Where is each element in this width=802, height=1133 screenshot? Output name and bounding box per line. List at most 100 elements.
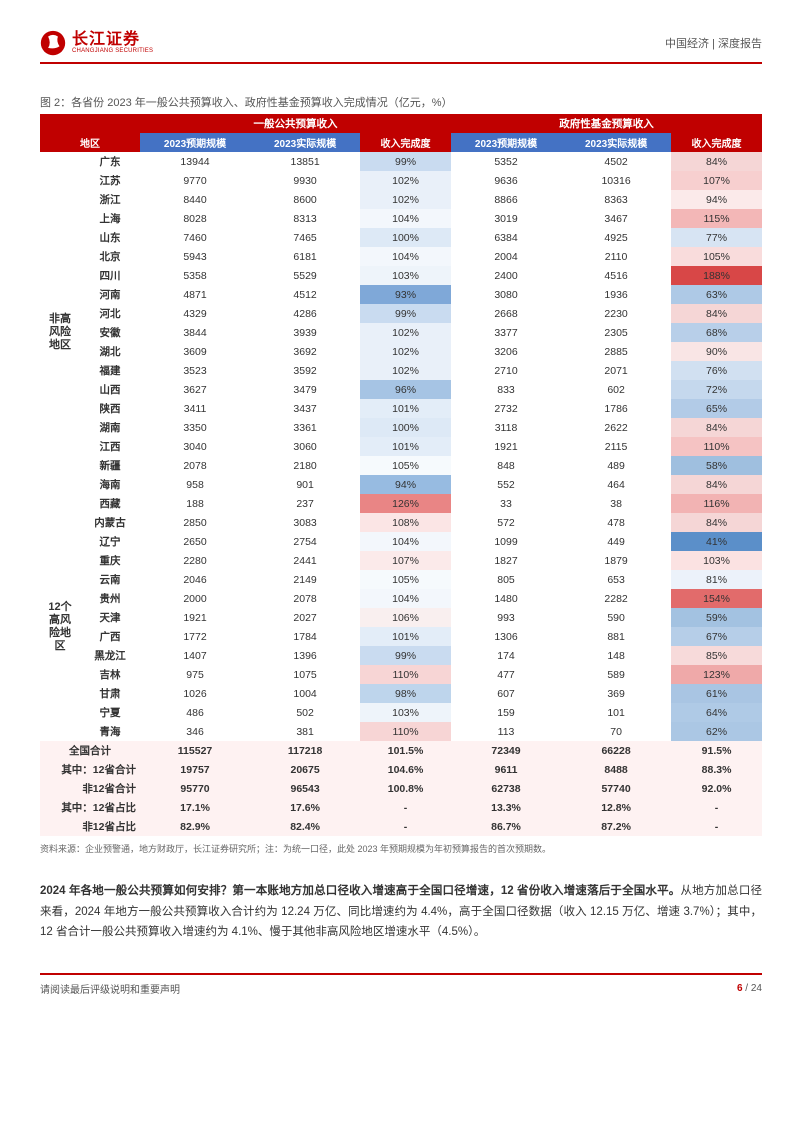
cell: 607 — [451, 684, 561, 703]
table-row: 四川53585529103%24004516188% — [40, 266, 762, 285]
table-row: 北京59436181104%20042110105% — [40, 247, 762, 266]
cell: 上海 — [80, 209, 140, 228]
cell: 33 — [451, 494, 561, 513]
cell: 123% — [671, 665, 762, 684]
cell: 云南 — [80, 570, 140, 589]
summary-cell: 104.6% — [360, 760, 451, 779]
cell: 3361 — [250, 418, 360, 437]
cell: 103% — [671, 551, 762, 570]
summary-cell: 86.7% — [451, 817, 561, 836]
summary-cell: 88.3% — [671, 760, 762, 779]
cell: 河北 — [80, 304, 140, 323]
cell: 103% — [360, 703, 451, 722]
cell: 100% — [360, 228, 451, 247]
cell: 1936 — [561, 285, 671, 304]
cell: 3080 — [451, 285, 561, 304]
summary-row: 非12省合计9577096543100.8%627385774092.0% — [40, 779, 762, 798]
table-row: 陕西34113437101%2732178665% — [40, 399, 762, 418]
cell: 81% — [671, 570, 762, 589]
body-bold: 2024 年各地一般公共预算如何安排？第一本账地方加总口径收入增速高于全国口径增… — [40, 885, 680, 897]
cell: 881 — [561, 627, 671, 646]
table-row: 黑龙江1407139699%17414885% — [40, 646, 762, 665]
cell: 58% — [671, 456, 762, 475]
figure-caption: 图 2：各省份 2023 年一般公共预算收入、政府性基金预算收入完成情况（亿元，… — [40, 94, 762, 110]
cell: 477 — [451, 665, 561, 684]
cell: 107% — [360, 551, 451, 570]
cell: 104% — [360, 532, 451, 551]
summary-cell: 96543 — [250, 779, 360, 798]
brand-icon — [40, 30, 66, 56]
cell: 572 — [451, 513, 561, 532]
table-row: 贵州20002078104%14802282154% — [40, 589, 762, 608]
cell: 77% — [671, 228, 762, 247]
summary-cell: - — [671, 817, 762, 836]
col-a: 2023预期规模 — [140, 133, 250, 152]
summary-cell: - — [360, 798, 451, 817]
cell: 2650 — [140, 532, 250, 551]
cell: 4516 — [561, 266, 671, 285]
table-row: 云南20462149105%80565381% — [40, 570, 762, 589]
cell: 2280 — [140, 551, 250, 570]
cell: 84% — [671, 418, 762, 437]
summary-row: 全国合计115527117218101.5%723496622891.5% — [40, 741, 762, 760]
budget-table: 一般公共预算收入 政府性基金预算收入 地区 2023预期规模 2023实际规模 … — [40, 114, 762, 836]
cell: 478 — [561, 513, 671, 532]
cell: 901 — [250, 475, 360, 494]
cell: 5352 — [451, 152, 561, 171]
cell: 2668 — [451, 304, 561, 323]
cell: 1921 — [451, 437, 561, 456]
cell: 3377 — [451, 323, 561, 342]
cell: 吉林 — [80, 665, 140, 684]
cell: 65% — [671, 399, 762, 418]
cell: 61% — [671, 684, 762, 703]
col-d: 2023预期规模 — [451, 133, 561, 152]
cell: 2732 — [451, 399, 561, 418]
cell: 116% — [671, 494, 762, 513]
cell: 3118 — [451, 418, 561, 437]
cell: 104% — [360, 209, 451, 228]
summary-cell: - — [671, 798, 762, 817]
col-group1: 一般公共预算收入 — [140, 114, 451, 133]
cell: 3592 — [250, 361, 360, 380]
cell: 590 — [561, 608, 671, 627]
cell: 1772 — [140, 627, 250, 646]
cell: 5358 — [140, 266, 250, 285]
cell: 四川 — [80, 266, 140, 285]
cell: 102% — [360, 171, 451, 190]
cell: 85% — [671, 646, 762, 665]
cell: 105% — [671, 247, 762, 266]
cell: 2850 — [140, 513, 250, 532]
cell: 41% — [671, 532, 762, 551]
summary-cell: 91.5% — [671, 741, 762, 760]
header-category: 中国经济 | 深度报告 — [665, 35, 762, 51]
cell: 102% — [360, 342, 451, 361]
col-f: 收入完成度 — [671, 133, 762, 152]
cell: 1026 — [140, 684, 250, 703]
cell: 993 — [451, 608, 561, 627]
cell: 105% — [360, 570, 451, 589]
cell: 94% — [360, 475, 451, 494]
cell: 602 — [561, 380, 671, 399]
cell: 9770 — [140, 171, 250, 190]
cell: 5943 — [140, 247, 250, 266]
cell: 1407 — [140, 646, 250, 665]
cell: 1879 — [561, 551, 671, 570]
cell: 2071 — [561, 361, 671, 380]
cell: 102% — [360, 361, 451, 380]
table-row: 河南4871451293%3080193663% — [40, 285, 762, 304]
cell: 84% — [671, 152, 762, 171]
cell: 369 — [561, 684, 671, 703]
cell: 4502 — [561, 152, 671, 171]
cell: 江西 — [80, 437, 140, 456]
cell: 188% — [671, 266, 762, 285]
table-row: 甘肃1026100498%60736961% — [40, 684, 762, 703]
cell: 6181 — [250, 247, 360, 266]
cell: 3692 — [250, 342, 360, 361]
cell: 589 — [561, 665, 671, 684]
cell: 3019 — [451, 209, 561, 228]
figure-source: 资料来源：企业预警通，地方财政厅，长江证券研究所；注：为统一口径，此处 2023… — [40, 842, 762, 855]
table-row: 河北4329428699%2668223084% — [40, 304, 762, 323]
summary-cell: 20675 — [250, 760, 360, 779]
cell: 106% — [360, 608, 451, 627]
cell: 8866 — [451, 190, 561, 209]
